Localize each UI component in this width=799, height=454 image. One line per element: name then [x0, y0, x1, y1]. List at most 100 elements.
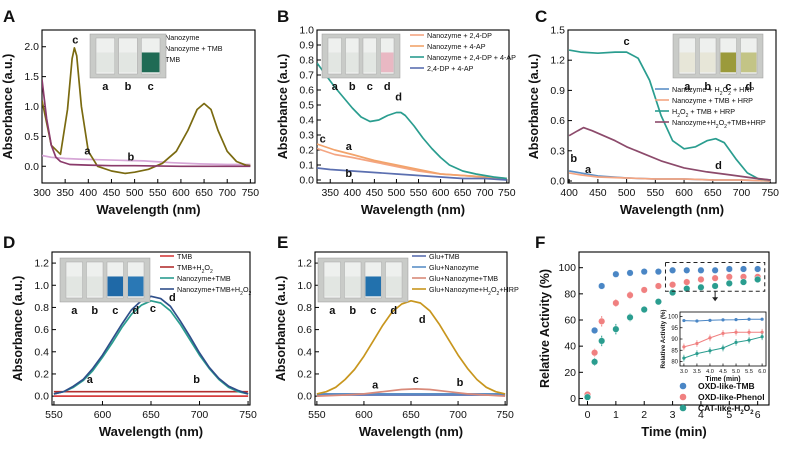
cuvette-photo	[317, 257, 409, 303]
data-point	[612, 325, 620, 333]
data-point	[591, 326, 599, 334]
y-tick-label: 1.5	[24, 71, 39, 83]
legend-label: OXD-like-TMB	[698, 381, 755, 391]
y-axis-label: Absorbance (a.u.)	[1, 54, 15, 160]
inset-y-tick-label: 85	[671, 348, 678, 354]
cuvette-liquid	[720, 52, 736, 73]
inset-point	[682, 318, 686, 323]
legend-label: Glu+TMB	[429, 252, 460, 261]
panel-D: D 550 600 650 700 750 0.0 0.2 0.4 0.6 0.8 1.0 1.2 Wav…	[3, 233, 257, 439]
data-point	[739, 278, 747, 286]
x-tick-label: 1	[613, 409, 619, 421]
zoom-arrowhead	[712, 297, 719, 302]
x-axis-label: Wavelength (nm)	[359, 424, 463, 439]
cuvette-liquid	[741, 52, 757, 73]
cuvette-label: c	[112, 305, 118, 317]
x-tick-label: 400	[80, 187, 98, 199]
panel-letter: C	[535, 7, 547, 26]
inset-point	[760, 330, 764, 334]
legend-label: Nanozyme	[165, 33, 199, 42]
y-tick-label: 0.3	[550, 145, 565, 157]
cuvette-photo	[59, 257, 151, 303]
legend-label: TMB+H2O2	[177, 263, 213, 275]
panel-C: C 400 450 500 550 600 650 700 750 0.0 0.3 0.6 0.9 1.2…	[527, 7, 779, 217]
cuvette-label: c	[148, 81, 154, 93]
cuvette-liquid	[365, 276, 381, 297]
inset-x-tick-label: 4.0	[706, 369, 714, 375]
y-tick-label: 0.0	[299, 175, 314, 187]
series-line	[568, 49, 771, 181]
data-point	[697, 266, 705, 274]
inset-x-tick-label: 4.5	[719, 369, 727, 375]
y-axis-label: Absorbance (a.u.)	[11, 276, 25, 382]
x-tick-label: 550	[45, 409, 63, 421]
legend-label: Nanozyme+TMB	[177, 274, 231, 283]
x-tick-label: 3	[670, 409, 676, 421]
data-point	[683, 285, 691, 293]
x-tick-label: 550	[647, 187, 665, 199]
legend-marker	[679, 404, 687, 412]
cuvette-label: b	[125, 81, 132, 93]
x-tick-label: 750	[242, 187, 260, 199]
series-line	[317, 143, 507, 180]
cuvette-label: a	[329, 305, 336, 317]
cuvette-liquid	[66, 276, 82, 297]
y-tick-label: 0.5	[299, 100, 314, 112]
x-tick-label: 500	[126, 187, 144, 199]
data-point	[598, 282, 606, 290]
data-point	[591, 349, 599, 357]
x-axis-label: Time (min)	[641, 424, 707, 439]
x-axis-label: Wavelength (nm)	[96, 202, 200, 217]
inset-point	[708, 349, 712, 353]
inset-point	[721, 331, 725, 335]
cuvette-liquid	[381, 52, 394, 73]
cuvette-liquid	[141, 52, 160, 73]
plot-area	[568, 49, 771, 182]
series-line	[317, 167, 507, 181]
legend-label: OXD-like-Phenol	[698, 392, 765, 402]
y-tick-label: 1.2	[34, 258, 49, 270]
plot-area	[42, 47, 251, 175]
data-point	[612, 270, 620, 278]
cuvette-liquid	[346, 52, 359, 73]
curve-label: a	[84, 145, 91, 157]
y-tick-label: 0.1	[299, 160, 314, 172]
legend-label: Nanozyme + 4-AP	[427, 42, 486, 51]
x-tick-label: 300	[33, 187, 51, 199]
plot-area	[584, 265, 762, 401]
cuvette-label: a	[332, 81, 339, 93]
cuvette-label: b	[349, 305, 356, 317]
panel-letter: D	[3, 233, 15, 252]
inset-point	[708, 336, 712, 340]
y-tick-label: 0	[570, 393, 576, 405]
curve-label: a	[346, 141, 353, 153]
cuvette-label: b	[704, 81, 711, 93]
x-tick-label: 500	[618, 187, 636, 199]
inset-y-tick-label: 80	[671, 360, 678, 366]
cuvette-photo	[321, 33, 401, 79]
cuvette-photo	[89, 33, 167, 79]
inset-point	[747, 338, 751, 342]
data-point	[739, 265, 747, 273]
y-tick-label: 0.4	[297, 346, 312, 358]
inset-point	[682, 356, 686, 360]
cuvette-liquid	[386, 276, 402, 297]
inset-y-tick-label: 90	[671, 337, 678, 343]
y-tick-label: 0.3	[299, 130, 314, 142]
x-tick-label: 400	[560, 187, 578, 199]
x-tick-label: 750	[761, 187, 779, 199]
x-tick-label: 550	[149, 187, 167, 199]
cuvette-liquid	[119, 52, 137, 73]
series-line	[568, 172, 771, 182]
curve-label: d	[169, 292, 176, 304]
y-axis-label: Absorbance (a.u.)	[274, 276, 288, 382]
data-point	[612, 299, 620, 307]
inset-x-tick-label: 5.5	[745, 369, 753, 375]
x-tick-label: 650	[402, 409, 420, 421]
inset-point	[760, 317, 764, 321]
inset-x-tick-label: 5.0	[732, 369, 740, 375]
legend-label: Nanozyme + H2O2 + HRP	[672, 85, 755, 97]
inset-x-tick-label: 3.5	[693, 369, 701, 375]
data-point	[626, 269, 634, 277]
